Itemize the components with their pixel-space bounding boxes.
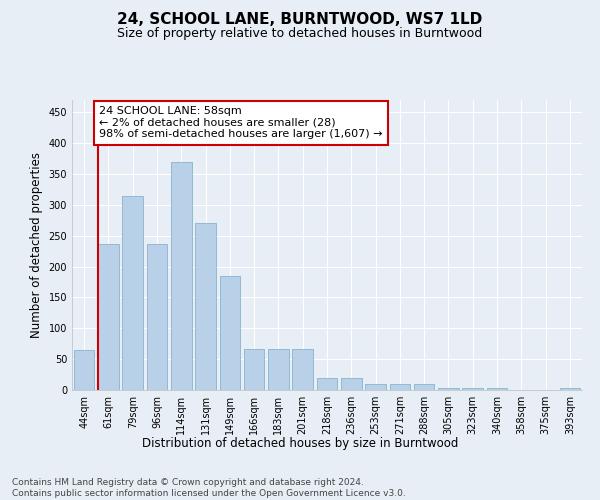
Bar	[98, 244, 119, 390]
Bar	[317, 378, 337, 390]
Bar	[74, 350, 94, 390]
Bar	[171, 162, 191, 390]
Bar	[341, 378, 362, 390]
Bar	[463, 388, 483, 390]
Bar	[146, 244, 167, 390]
Bar	[268, 348, 289, 390]
Bar	[438, 388, 459, 390]
Bar	[560, 388, 580, 390]
Text: Contains HM Land Registry data © Crown copyright and database right 2024.
Contai: Contains HM Land Registry data © Crown c…	[12, 478, 406, 498]
Y-axis label: Number of detached properties: Number of detached properties	[30, 152, 43, 338]
Bar	[195, 224, 216, 390]
Bar	[122, 196, 143, 390]
Bar	[292, 348, 313, 390]
Text: 24 SCHOOL LANE: 58sqm
← 2% of detached houses are smaller (28)
98% of semi-detac: 24 SCHOOL LANE: 58sqm ← 2% of detached h…	[99, 106, 383, 140]
Bar	[244, 348, 265, 390]
Bar	[389, 384, 410, 390]
Text: Distribution of detached houses by size in Burntwood: Distribution of detached houses by size …	[142, 438, 458, 450]
Bar	[487, 388, 508, 390]
Text: 24, SCHOOL LANE, BURNTWOOD, WS7 1LD: 24, SCHOOL LANE, BURNTWOOD, WS7 1LD	[118, 12, 482, 28]
Text: Size of property relative to detached houses in Burntwood: Size of property relative to detached ho…	[118, 28, 482, 40]
Bar	[414, 384, 434, 390]
Bar	[365, 384, 386, 390]
Bar	[220, 276, 240, 390]
